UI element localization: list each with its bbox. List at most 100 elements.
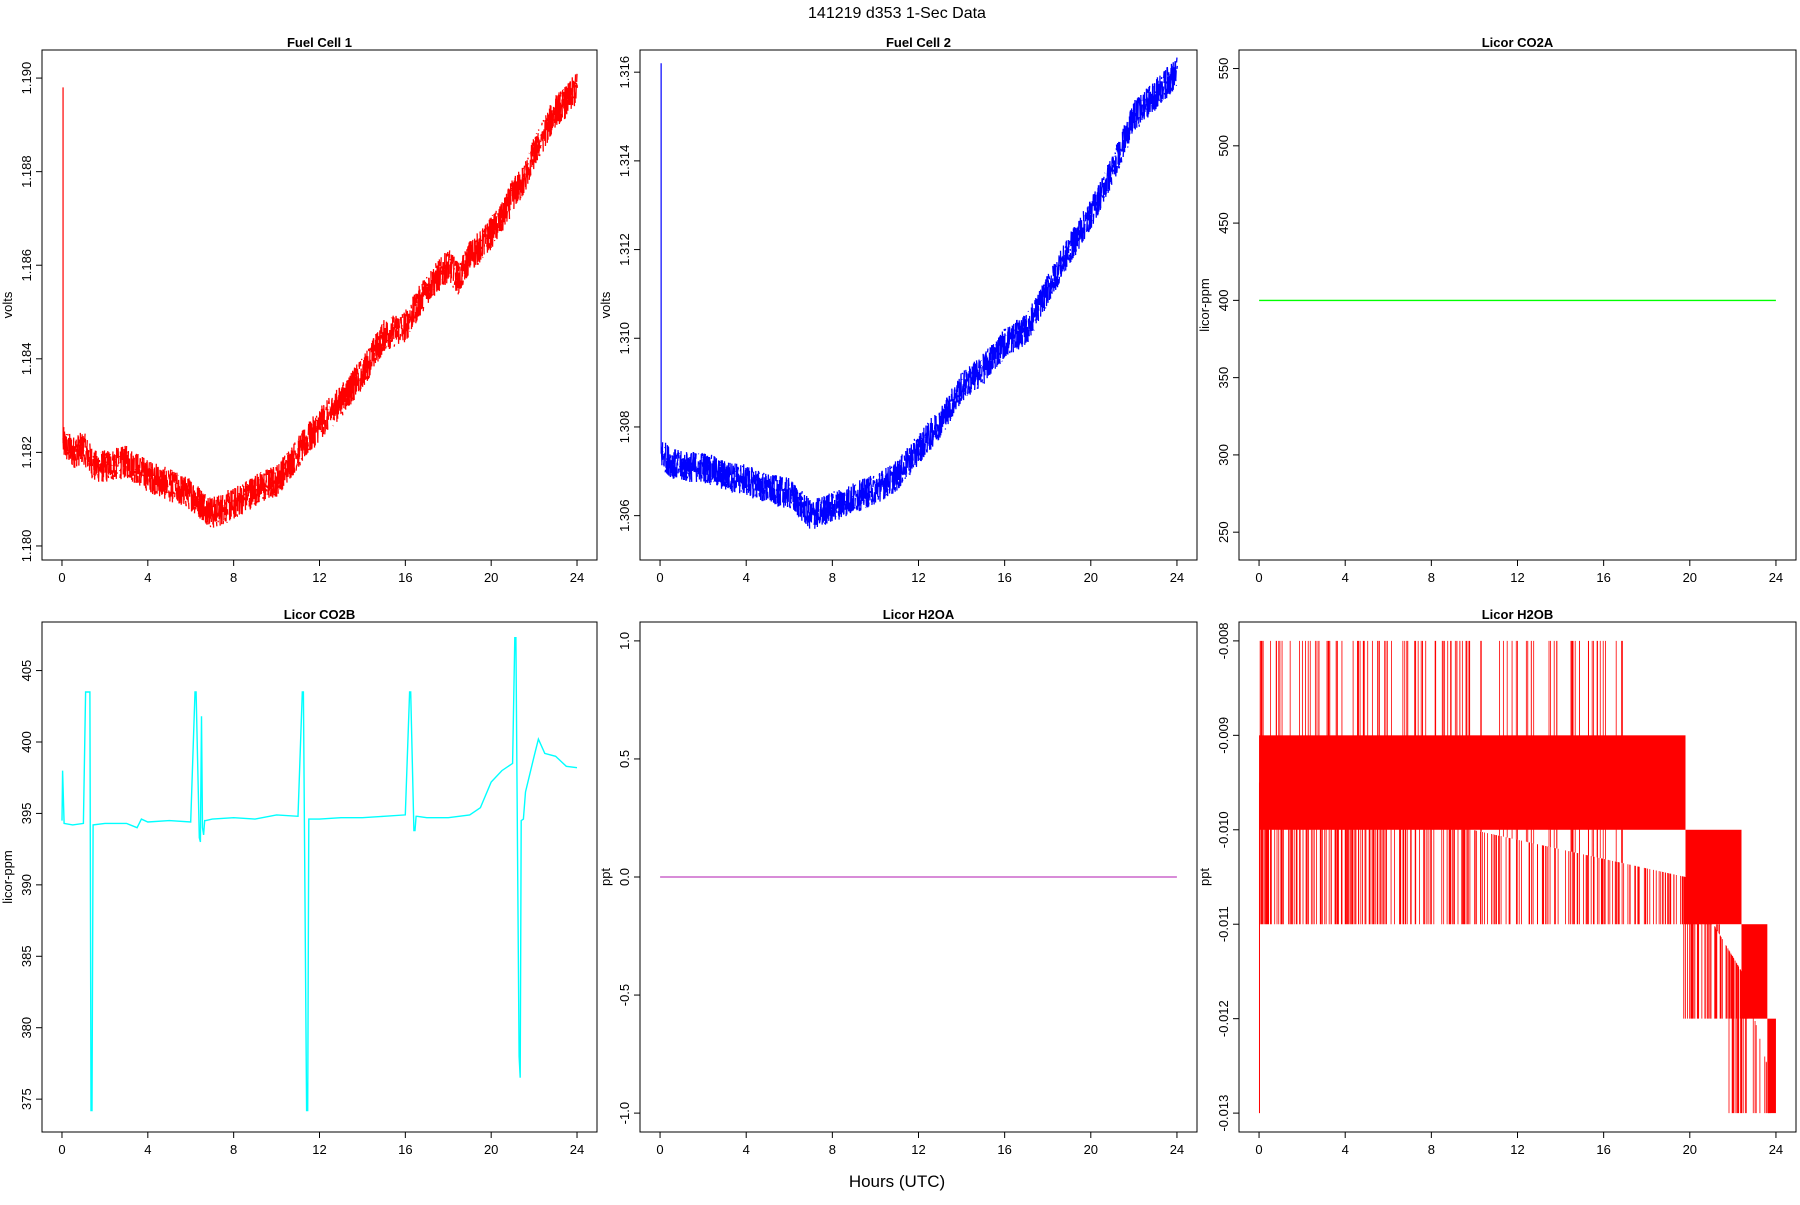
y-tick-label: 400: [1216, 290, 1231, 312]
x-tick-label: 24: [570, 1142, 584, 1157]
x-tick-label: 8: [829, 1142, 836, 1157]
x-tick-label: 20: [1683, 1142, 1697, 1157]
x-tick-label: 16: [997, 1142, 1011, 1157]
y-tick-label: -0.012: [1216, 1000, 1231, 1037]
x-tick-label: 0: [656, 570, 663, 585]
y-tick-label: 1.0: [617, 632, 632, 650]
x-tick-label: 12: [312, 1142, 326, 1157]
x-tick-label: 24: [1769, 570, 1783, 585]
y-tick-label: 1.310: [617, 322, 632, 355]
x-tick-label: 12: [911, 570, 925, 585]
y-tick-label: 380: [19, 1017, 34, 1039]
y-tick-label: -0.009: [1216, 717, 1231, 754]
figure-title: 141219 d353 1-Sec Data: [808, 5, 986, 22]
y-tick-label: -0.008: [1216, 622, 1231, 659]
y-tick-label: 1.186: [19, 249, 34, 282]
plot-area: [61, 637, 578, 1112]
figure-xlabel: Hours (UTC): [849, 1172, 945, 1191]
x-tick-label: 4: [1342, 570, 1349, 585]
panel-title: Licor H2OB: [1482, 607, 1554, 622]
x-tick-label: 16: [1596, 570, 1610, 585]
plot-area: [62, 73, 579, 528]
panel-1: Fuel Cell 1 volts 0 4 8 12 16 20 24 1.180 1.182 1.1…: [0, 35, 598, 585]
panel-6: Licor H2OB ppt 0 4 8 12 16 20 24 -0.013 -0.012 -0.0…: [1197, 607, 1797, 1157]
panel-3: Licor CO2A licor-ppm 0 4 8 12 16 20 24 250 300 350 4…: [1197, 35, 1797, 585]
y-tick-label: 405: [19, 660, 34, 682]
y-tick-label: -0.5: [617, 984, 632, 1006]
x-tick-label: 0: [1255, 1142, 1262, 1157]
panel-title: Fuel Cell 1: [287, 35, 352, 50]
y-tick-label: 1.182: [19, 436, 34, 469]
y-axis-label: ppt: [598, 868, 613, 886]
plot-frame: [41, 49, 598, 561]
y-tick-label: -0.010: [1216, 811, 1231, 848]
x-tick-label: 20: [1683, 570, 1697, 585]
x-tick-label: 8: [829, 570, 836, 585]
x-tick-label: 8: [230, 1142, 237, 1157]
y-tick-label: 0.0: [617, 868, 632, 886]
x-tick-label: 20: [1084, 570, 1098, 585]
panel-2: Fuel Cell 2 volts 0 4 8 12 16 20 24 1.306 1.308 1.3…: [598, 35, 1198, 585]
y-tick-label: 350: [1216, 367, 1231, 389]
y-tick-label: -1.0: [617, 1102, 632, 1124]
panel-4: Licor CO2B licor-ppm 0 4 8 12 16 20 24 375 380 385 3…: [0, 607, 598, 1157]
x-tick-label: 4: [144, 1142, 151, 1157]
x-tick-label: 12: [911, 1142, 925, 1157]
series-line: [61, 637, 578, 1112]
y-tick-label: 385: [19, 945, 34, 967]
spike-lines: [1728, 950, 1771, 1114]
y-axis-label: ppt: [1197, 868, 1212, 886]
x-tick-label: 24: [570, 570, 584, 585]
y-tick-label: 1.180: [19, 530, 34, 563]
x-tick-label: 20: [1084, 1142, 1098, 1157]
spike-lines: [1259, 640, 1623, 864]
x-tick-label: 8: [1428, 1142, 1435, 1157]
y-tick-label: 400: [19, 731, 34, 753]
plot-area: [660, 57, 1178, 529]
panel-title: Licor CO2B: [284, 607, 356, 622]
x-tick-label: 24: [1170, 1142, 1184, 1157]
y-tick-label: 1.314: [617, 145, 632, 178]
panels: Fuel Cell 1 volts 0 4 8 12 16 20 24 1.180 1.182 1.1…: [0, 35, 1797, 1157]
y-tick-label: 375: [19, 1088, 34, 1110]
panel-title: Licor CO2A: [1482, 35, 1554, 50]
y-tick-label: 0.5: [617, 750, 632, 768]
x-tick-label: 12: [1510, 570, 1524, 585]
x-tick-label: 16: [398, 570, 412, 585]
x-tick-label: 4: [1342, 1142, 1349, 1157]
x-tick-label: 12: [1510, 1142, 1524, 1157]
x-tick-label: 0: [1255, 570, 1262, 585]
spike-lines: [1259, 782, 1720, 935]
series-noise-band: [62, 73, 579, 528]
y-tick-label: 1.306: [617, 499, 632, 532]
y-axis-label: volts: [0, 291, 15, 318]
x-tick-label: 0: [58, 1142, 65, 1157]
x-tick-label: 4: [144, 570, 151, 585]
x-tick-label: 8: [1428, 570, 1435, 585]
level-band: [1767, 1018, 1776, 1114]
y-tick-label: 550: [1216, 58, 1231, 80]
x-tick-label: 20: [484, 1142, 498, 1157]
plot-frame: [1238, 49, 1797, 561]
x-tick-label: 0: [656, 1142, 663, 1157]
y-tick-label: 1.316: [617, 56, 632, 89]
y-tick-label: 1.312: [617, 233, 632, 266]
y-tick-label: 395: [19, 803, 34, 825]
x-tick-label: 24: [1769, 1142, 1783, 1157]
y-tick-label: 450: [1216, 212, 1231, 234]
x-tick-label: 12: [312, 570, 326, 585]
y-tick-label: 300: [1216, 444, 1231, 466]
y-axis-label: volts: [598, 291, 613, 318]
x-tick-label: 16: [398, 1142, 412, 1157]
x-tick-label: 8: [230, 570, 237, 585]
panel-title: Licor H2OA: [883, 607, 955, 622]
y-tick-label: -0.011: [1216, 906, 1231, 942]
panel-5: Licor H2OA ppt 0 4 8 12 16 20 24 -1.0 -0.5 0.0 0.5 1.…: [598, 607, 1198, 1157]
x-tick-label: 4: [743, 570, 750, 585]
y-tick-label: 500: [1216, 135, 1231, 157]
x-tick-label: 24: [1170, 570, 1184, 585]
y-tick-label: 250: [1216, 521, 1231, 543]
panel-title: Fuel Cell 2: [886, 35, 951, 50]
